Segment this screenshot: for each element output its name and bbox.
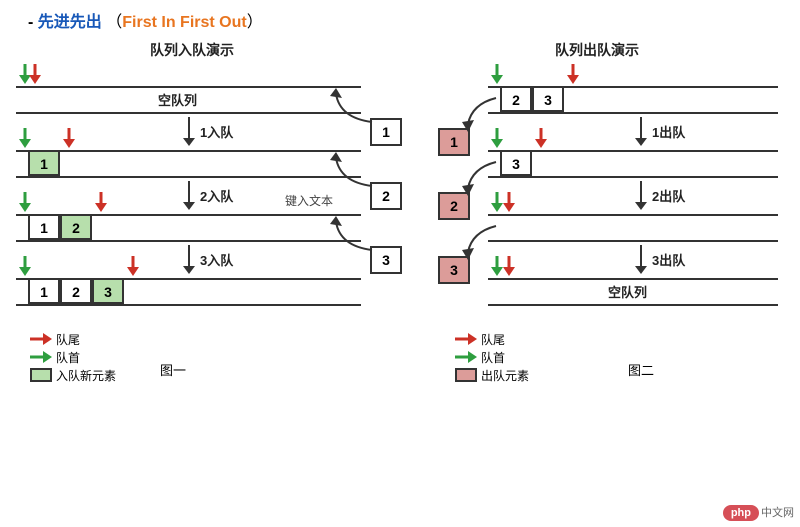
arrow-right-icon [30, 350, 52, 364]
head-arrow-icon [502, 256, 516, 276]
step-label: 3出队 [652, 250, 685, 269]
down-arrow-icon [640, 245, 642, 267]
queue-bar: 2 3 [488, 86, 778, 114]
title-paren-close: ） [247, 14, 263, 31]
down-arrow-icon [188, 117, 190, 139]
queue-bar: 1 [16, 150, 361, 178]
curve-arrow-icon [330, 152, 375, 192]
legend-row-tail: 队尾 [30, 330, 116, 348]
logo-pill: php [723, 505, 759, 521]
legend-tail-label: 队尾 [481, 331, 505, 348]
step-label: 2入队 [200, 186, 233, 205]
legend-row-tail: 队尾 [455, 330, 529, 348]
arrow-right-icon [455, 332, 477, 346]
logo-text: 中文网 [761, 507, 794, 519]
queue-cell: 1 [28, 152, 60, 176]
legend-tail-label: 队尾 [56, 331, 80, 348]
legend-box-label: 入队新元素 [56, 367, 116, 384]
queue-cell: 3 [500, 152, 532, 176]
legend-row-box: 出队元素 [455, 366, 529, 384]
type-text-label: 键入文本 [285, 192, 333, 209]
legend-box-icon [455, 368, 477, 382]
curve-arrow-icon [462, 222, 502, 260]
head-arrow-icon [534, 128, 548, 148]
tail-arrow-icon [490, 64, 504, 84]
watermark-logo: php中文网 [723, 503, 794, 521]
legend-right: 队尾 队首 出队元素 [455, 330, 529, 384]
legend-head-label: 队首 [481, 349, 505, 366]
head-arrow-icon [502, 192, 516, 212]
head-arrow-icon [28, 64, 42, 84]
tail-arrow-icon [18, 256, 32, 276]
step-label: 1出队 [652, 122, 685, 141]
down-arrow-icon [640, 181, 642, 203]
row-label: 空队列 [608, 282, 647, 301]
queue-cell: 3 [532, 88, 564, 112]
queue-bar: 3 [488, 150, 778, 178]
curve-arrow-icon [462, 94, 502, 132]
legend-head-label: 队首 [56, 349, 80, 366]
head-arrow-icon [62, 128, 76, 148]
figure-label-right: 图二 [628, 360, 654, 379]
queue-bar: 1 2 [16, 214, 361, 242]
curve-arrow-icon [330, 216, 375, 256]
legend-box-label: 出队元素 [481, 367, 529, 384]
title-main: 先进先出 [38, 14, 102, 31]
down-arrow-icon [188, 181, 190, 203]
dequeue-box: 3 [438, 256, 470, 284]
step-label: 1入队 [200, 122, 233, 141]
queue-cell: 1 [28, 216, 60, 240]
arrow-right-icon [30, 332, 52, 346]
head-arrow-icon [94, 192, 108, 212]
title-paren-open: （ [106, 14, 122, 31]
queue-cell: 3 [92, 280, 124, 304]
legend-row-head: 队首 [455, 348, 529, 366]
legend-row-box: 入队新元素 [30, 366, 116, 384]
queue-bar [488, 214, 778, 242]
queue-cell: 2 [60, 216, 92, 240]
legend-box-icon [30, 368, 52, 382]
row-label: 空队列 [158, 90, 197, 109]
arrow-right-icon [455, 350, 477, 364]
step-label: 3入队 [200, 250, 233, 269]
figure-label-left: 图一 [160, 360, 186, 379]
tail-arrow-icon [18, 192, 32, 212]
right-column-title: 队列出队演示 [555, 40, 639, 60]
head-arrow-icon [566, 64, 580, 84]
down-arrow-icon [640, 117, 642, 139]
left-column-title: 队列入队演示 [150, 40, 234, 60]
queue-cell: 2 [500, 88, 532, 112]
page-title: - 先进先出 （First In First Out） [28, 8, 263, 32]
curve-arrow-icon [462, 158, 502, 196]
title-english: First In First Out [122, 14, 246, 31]
title-dash: - [28, 14, 33, 31]
curve-arrow-icon [330, 88, 375, 128]
queue-cell: 2 [60, 280, 92, 304]
tail-arrow-icon [18, 128, 32, 148]
dequeue-box: 1 [438, 128, 470, 156]
down-arrow-icon [188, 245, 190, 267]
legend-row-head: 队首 [30, 348, 116, 366]
queue-cell: 1 [28, 280, 60, 304]
queue-bar: 1 2 3 [16, 278, 361, 306]
step-label: 2出队 [652, 186, 685, 205]
head-arrow-icon [126, 256, 140, 276]
dequeue-box: 2 [438, 192, 470, 220]
legend-left: 队尾 队首 入队新元素 [30, 330, 116, 384]
